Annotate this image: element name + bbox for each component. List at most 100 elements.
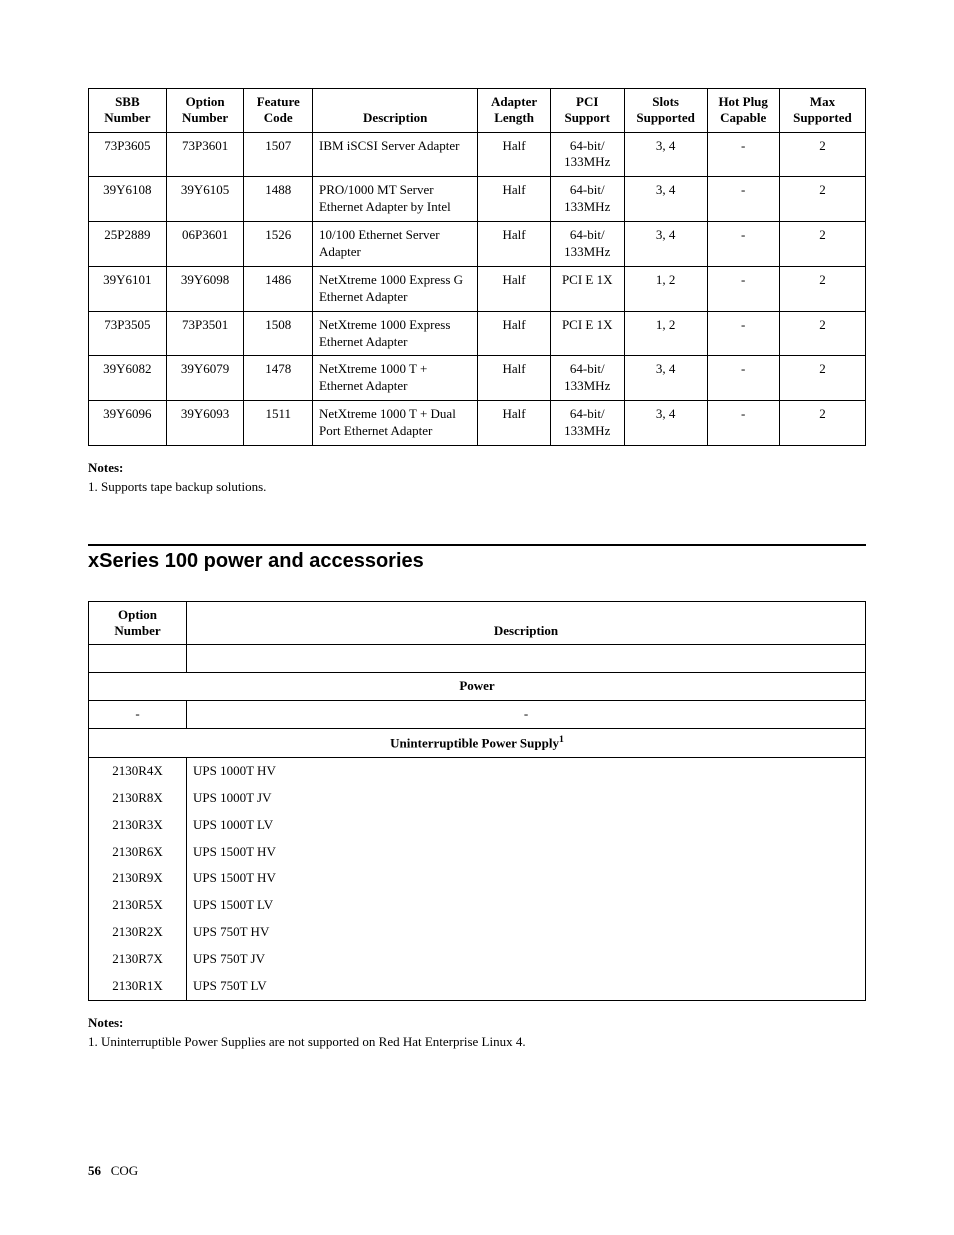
cell-adap: Half — [478, 401, 550, 446]
col-feature: Feature Code — [244, 89, 313, 133]
col-slots: Slots Supported — [624, 89, 707, 133]
table-row: 25P288906P3601152610/100 Ethernet Server… — [89, 222, 866, 267]
col-description: Description — [187, 601, 866, 645]
cell-opt: 39Y6093 — [166, 401, 244, 446]
cell-description: UPS 750T HV — [187, 919, 866, 946]
cell-max: 2 — [779, 177, 865, 222]
cell-slots: 3, 4 — [624, 222, 707, 267]
cell-opt: 39Y6098 — [166, 266, 244, 311]
notes-text: 1. Uninterruptible Power Supplies are no… — [88, 1033, 866, 1051]
cell-pci: PCI E 1X — [550, 266, 624, 311]
cell-option: 2130R9X — [89, 865, 187, 892]
cell-hot: - — [707, 132, 779, 177]
section-heading: xSeries 100 power and accessories — [88, 544, 866, 573]
cell-option: 2130R2X — [89, 919, 187, 946]
cell-sbb: 73P3505 — [89, 311, 167, 356]
cell-description: UPS 1500T HV — [187, 839, 866, 866]
cell-option: 2130R1X — [89, 973, 187, 1000]
cell-desc: NetXtreme 1000 Express Ethernet Adapter — [312, 311, 477, 356]
table-row: 2130R4XUPS 1000T HV — [89, 757, 866, 784]
col-pci: PCI Support — [550, 89, 624, 133]
table-row: 39Y609639Y60931511NetXtreme 1000 T + Dua… — [89, 401, 866, 446]
col-adapter: Adapter Length — [478, 89, 550, 133]
cell-desc: 10/100 Ethernet Server Adapter — [312, 222, 477, 267]
table-row: 2130R3XUPS 1000T LV — [89, 812, 866, 839]
cell-pci: 64-bit/ 133MHz — [550, 401, 624, 446]
cell-max: 2 — [779, 401, 865, 446]
cell-description: UPS 750T LV — [187, 973, 866, 1000]
power-table: Option Number Description Power - - Unin… — [88, 601, 866, 1001]
cell-adap: Half — [478, 311, 550, 356]
cell-hot: - — [707, 222, 779, 267]
page-number: 56 — [88, 1163, 101, 1178]
cell-adap: Half — [478, 266, 550, 311]
table-row: 2130R1XUPS 750T LV — [89, 973, 866, 1000]
cell-slots: 1, 2 — [624, 266, 707, 311]
cell-sbb: 25P2889 — [89, 222, 167, 267]
table-header-row: Option Number Description — [89, 601, 866, 645]
cell-feat: 1478 — [244, 356, 313, 401]
document-page: SBB Number Option Number Feature Code De… — [0, 0, 954, 1235]
cell-adap: Half — [478, 132, 550, 177]
cell-pci: 64-bit/ 133MHz — [550, 222, 624, 267]
cell-pci: 64-bit/ 133MHz — [550, 356, 624, 401]
table-row: 73P360573P36011507IBM iSCSI Server Adapt… — [89, 132, 866, 177]
cell-adap: Half — [478, 222, 550, 267]
cell-option: 2130R8X — [89, 785, 187, 812]
cell-hot: - — [707, 356, 779, 401]
table-row: 2130R7XUPS 750T JV — [89, 946, 866, 973]
table-row: 39Y608239Y60791478NetXtreme 1000 T + Eth… — [89, 356, 866, 401]
section-row-power: Power — [89, 672, 866, 700]
cell-max: 2 — [779, 266, 865, 311]
cell-hot: - — [707, 311, 779, 356]
section-row-ups: Uninterruptible Power Supply1 — [89, 728, 866, 757]
cell-description: UPS 1500T LV — [187, 892, 866, 919]
col-hotplug: Hot Plug Capable — [707, 89, 779, 133]
notes-heading: Notes: — [88, 1015, 866, 1031]
cell-description: UPS 1000T JV — [187, 785, 866, 812]
cell-adap: Half — [478, 356, 550, 401]
cell-max: 2 — [779, 356, 865, 401]
cell-opt: 73P3601 — [166, 132, 244, 177]
col-option: Option Number — [166, 89, 244, 133]
col-max: Max Supported — [779, 89, 865, 133]
cell-sbb: 39Y6108 — [89, 177, 167, 222]
table-row: 2130R6XUPS 1500T HV — [89, 839, 866, 866]
cell-pci: 64-bit/ 133MHz — [550, 177, 624, 222]
cell-opt: 06P3601 — [166, 222, 244, 267]
cell-desc: IBM iSCSI Server Adapter — [312, 132, 477, 177]
footnote-marker: 1 — [559, 734, 564, 745]
cell-desc: NetXtreme 1000 Express G Ethernet Adapte… — [312, 266, 477, 311]
col-option: Option Number — [89, 601, 187, 645]
page-footer: 56 COG — [88, 1163, 138, 1179]
table-row: 2130R2XUPS 750T HV — [89, 919, 866, 946]
cell-max: 2 — [779, 311, 865, 356]
cell-option: 2130R7X — [89, 946, 187, 973]
cell-feat: 1511 — [244, 401, 313, 446]
cell-opt: 39Y6079 — [166, 356, 244, 401]
col-description: Description — [312, 89, 477, 133]
table-row: 39Y610839Y61051488PRO/1000 MT Server Eth… — [89, 177, 866, 222]
table-row: 2130R8XUPS 1000T JV — [89, 785, 866, 812]
cell-dash: - — [187, 700, 866, 728]
cell-description: UPS 750T JV — [187, 946, 866, 973]
cell-slots: 3, 4 — [624, 401, 707, 446]
cell-dash: - — [89, 700, 187, 728]
cell-opt: 39Y6105 — [166, 177, 244, 222]
cell-option: 2130R3X — [89, 812, 187, 839]
cell-desc: NetXtreme 1000 T + Dual Port Ethernet Ad… — [312, 401, 477, 446]
cell-slots: 3, 4 — [624, 356, 707, 401]
cell-sbb: 39Y6096 — [89, 401, 167, 446]
col-sbb: SBB Number — [89, 89, 167, 133]
cell-hot: - — [707, 266, 779, 311]
table-row: 2130R9XUPS 1500T HV — [89, 865, 866, 892]
table-row: - - — [89, 700, 866, 728]
notes-text: 1. Supports tape backup solutions. — [88, 478, 866, 496]
table-row: 2130R5XUPS 1500T LV — [89, 892, 866, 919]
cell-sbb: 39Y6082 — [89, 356, 167, 401]
cell-sbb: 73P3605 — [89, 132, 167, 177]
cell-feat: 1526 — [244, 222, 313, 267]
cell-option: 2130R4X — [89, 757, 187, 784]
notes-heading: Notes: — [88, 460, 866, 476]
cell-slots: 3, 4 — [624, 132, 707, 177]
